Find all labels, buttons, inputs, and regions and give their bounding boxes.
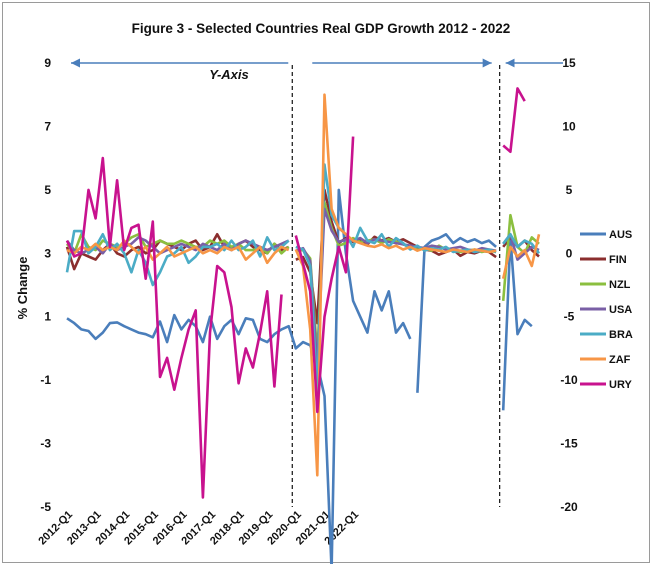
right-tick-label: 0 <box>566 246 573 260</box>
left-tick-label: 5 <box>44 183 51 197</box>
right-tick-label: -15 <box>560 437 578 451</box>
left-tick-label: 3 <box>44 246 51 260</box>
x-axis-ticks: 2012-Q12013-Q12014-Q12015-Q12016-Q12017-… <box>36 509 361 548</box>
left-tick-label: 7 <box>44 119 51 133</box>
period-dividers <box>291 65 501 507</box>
left-tick-label: 9 <box>44 56 51 70</box>
right-tick-label: 5 <box>566 183 573 197</box>
legend: AUS FIN NZL USA BRA ZAF URY <box>580 229 633 391</box>
right-axis-ticks: 15 10 5 0 -5 -10 -15 -20 <box>560 56 578 514</box>
legend-label-usa: USA <box>609 304 632 316</box>
legend-label-bra: BRA <box>609 329 633 341</box>
legend-label-aus: AUS <box>609 229 632 241</box>
y-axis-label: % Change <box>15 257 30 320</box>
legend-label-nzl: NZL <box>609 279 631 291</box>
series-lines <box>65 87 541 569</box>
series-line-bra <box>65 163 541 395</box>
series-line-aus <box>66 188 533 569</box>
legend-label-fin: FIN <box>609 254 627 266</box>
series-line-zaf <box>66 93 541 477</box>
right-tick-label: 15 <box>562 56 576 70</box>
chart-title: Figure 3 - Selected Countries Real GDP G… <box>132 21 511 36</box>
left-tick-label: 1 <box>44 310 51 324</box>
legend-label-zaf: ZAF <box>609 354 631 366</box>
right-tick-label: -5 <box>564 310 575 324</box>
legend-label-ury: URY <box>609 379 632 391</box>
gdp-line-chart: Figure 3 - Selected Countries Real GDP G… <box>15 21 633 569</box>
right-tick-label: -10 <box>560 373 578 387</box>
left-tick-label: -1 <box>40 373 51 387</box>
right-tick-label: -20 <box>560 500 578 514</box>
series-line-ury <box>65 87 526 499</box>
right-tick-label: 10 <box>562 119 576 133</box>
left-axis-ticks: 9 7 5 3 1 -1 -3 -5 <box>40 56 51 514</box>
y-axis-annotation-label: Y-Axis <box>209 67 249 82</box>
left-tick-label: -3 <box>40 437 51 451</box>
left-tick-label: -5 <box>40 500 51 514</box>
